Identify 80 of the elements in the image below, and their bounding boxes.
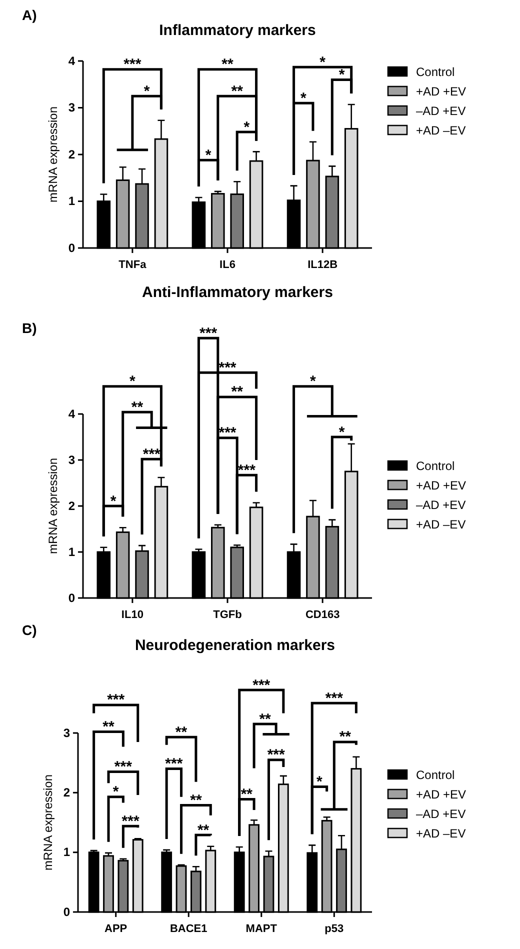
y-tick-label: 0 xyxy=(63,904,70,919)
annotation: ** xyxy=(197,822,210,839)
x-tick-label: IL6 xyxy=(220,259,236,272)
legend-label: +AD –EV xyxy=(416,124,466,138)
legend-label: –AD +EV xyxy=(416,104,466,118)
x-tick-label: BACE1 xyxy=(170,923,208,936)
legend-label: –AD +EV xyxy=(416,807,466,822)
annotation: * xyxy=(244,118,250,136)
x-tick-label: p53 xyxy=(324,923,344,936)
text: *** xyxy=(252,676,270,694)
text: * xyxy=(310,373,316,390)
annotation: ** xyxy=(131,398,144,416)
chart-title: Neurodegeneration markers xyxy=(134,637,336,654)
y-tick-label: 2 xyxy=(63,786,70,800)
legend-label: Control xyxy=(416,65,455,80)
y-axis-title: mRNA expression xyxy=(46,458,60,554)
annotation: ** xyxy=(222,56,234,74)
x-tick-label: TNFa xyxy=(118,259,148,272)
y-tick-label: 3 xyxy=(68,452,76,467)
annotation: * xyxy=(300,90,306,107)
legend-label: Control xyxy=(416,768,455,782)
legend-label: +AD +EV xyxy=(416,478,466,493)
y-tick-label: 0 xyxy=(68,590,76,605)
y-axis-title: mRNA expression xyxy=(46,106,60,203)
legend-label: +AD +EV xyxy=(416,84,466,99)
y-axis-title: mRNA expression xyxy=(41,774,55,871)
annotation: *** xyxy=(267,746,285,764)
annotation: * xyxy=(338,424,345,441)
y-tick-label: 4 xyxy=(68,406,76,421)
annotation: *** xyxy=(114,758,132,776)
x-tick-label: IL12B xyxy=(308,259,338,272)
legend-label: +AD –EV xyxy=(416,518,466,532)
annotation: *** xyxy=(165,756,183,773)
legend-label: +AD –EV xyxy=(416,826,466,841)
y-tick-label: 0 xyxy=(68,240,76,255)
y-tick-label: 2 xyxy=(68,147,76,162)
y-tick-label: 2 xyxy=(68,498,76,513)
legend-label: Control xyxy=(416,459,455,474)
text: B) xyxy=(22,320,37,336)
x-tick-label: TGFb xyxy=(213,609,242,622)
y-tick-label: 3 xyxy=(68,100,76,115)
annotation: *** xyxy=(142,446,161,463)
text: * xyxy=(130,373,136,390)
text: *** xyxy=(325,690,344,707)
chart-title: Inflammatory markers xyxy=(159,22,316,39)
x-tick-label: APP xyxy=(104,923,128,936)
annotation: * xyxy=(320,54,326,71)
annotation: *** xyxy=(124,56,142,74)
annotation: ** xyxy=(231,82,244,100)
annotation: ** xyxy=(240,786,253,803)
annotation: ** xyxy=(175,724,188,741)
x-tick-label: IL10 xyxy=(121,609,144,622)
text: *** xyxy=(200,324,218,342)
text: ** xyxy=(259,710,272,728)
text: C) xyxy=(22,622,37,638)
x-tick-label: MAPT xyxy=(246,923,278,936)
annotation: * xyxy=(110,492,116,510)
text: ** xyxy=(231,384,244,401)
x-tick-label: CD163 xyxy=(305,609,340,622)
chart-title: Anti-Inflammatory markers xyxy=(142,284,333,301)
annotation: ** xyxy=(339,728,352,746)
annotation: * xyxy=(112,784,119,801)
y-tick-label: 3 xyxy=(63,726,70,740)
annotation: *** xyxy=(218,424,236,442)
legend-label: –AD +EV xyxy=(416,498,466,512)
annotation: * xyxy=(316,773,323,790)
y-tick-label: 1 xyxy=(63,845,70,860)
legend-label: +AD +EV xyxy=(416,788,466,802)
annotation: *** xyxy=(122,812,140,830)
annotation: * xyxy=(338,66,345,84)
text: *** xyxy=(218,359,236,376)
y-tick-label: 1 xyxy=(68,194,76,208)
y-tick-label: 1 xyxy=(68,544,76,559)
annotation: ** xyxy=(102,718,114,736)
text: *** xyxy=(107,692,125,709)
annotation: * xyxy=(205,146,212,164)
annotation: * xyxy=(144,82,150,100)
y-tick-label: 4 xyxy=(68,54,76,68)
text: A) xyxy=(22,7,37,23)
annotation: ** xyxy=(190,792,202,809)
